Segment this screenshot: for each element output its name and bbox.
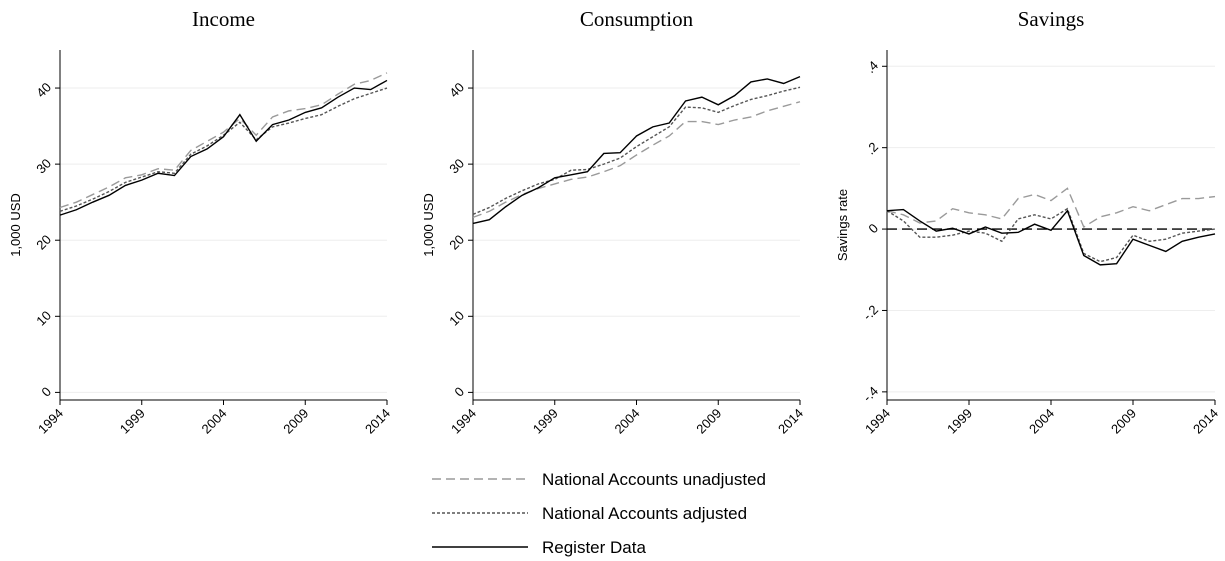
x-tick-label: 1994 [448, 406, 479, 437]
x-tick-label: 1994 [35, 406, 66, 437]
legend-label: National Accounts unadjusted [542, 470, 766, 489]
x-tick-label: 2004 [199, 406, 230, 437]
y-tick-label: 0 [38, 384, 54, 400]
series-line [59, 79, 388, 216]
x-tick-label: 2009 [693, 406, 724, 437]
x-tick-label: 2004 [1026, 406, 1057, 437]
series-line [886, 207, 1216, 263]
legend-label: Register Data [542, 538, 646, 557]
y-axis-label: 1,000 USD [421, 193, 436, 257]
x-tick-label: 2014 [362, 406, 393, 437]
chart-title: Consumption [580, 7, 694, 31]
y-tick-label: .2 [863, 139, 881, 157]
series-line [886, 208, 1216, 266]
y-tick-label: 30 [446, 156, 467, 177]
x-tick-label: 1999 [530, 406, 561, 437]
chart-title: Savings [1018, 7, 1085, 31]
x-tick-label: 1999 [944, 406, 975, 437]
series-line [472, 75, 801, 225]
legend-label: National Accounts adjusted [542, 504, 747, 523]
chart-title: Income [192, 7, 255, 31]
y-tick-label: 0 [451, 384, 467, 400]
y-tick-label: 10 [446, 308, 467, 329]
y-tick-label: 20 [33, 232, 54, 253]
x-tick-label: 2009 [280, 406, 311, 437]
y-tick-label: -.2 [860, 302, 881, 323]
y-tick-label: 0 [865, 221, 881, 237]
series-line [886, 187, 1216, 229]
x-tick-label: 2004 [612, 406, 643, 437]
y-tick-label: 10 [33, 308, 54, 329]
series-line [59, 72, 388, 209]
x-tick-label: 2009 [1108, 406, 1139, 437]
y-tick-label: 30 [33, 156, 54, 177]
x-tick-label: 1999 [117, 406, 148, 437]
x-tick-label: 2014 [775, 406, 806, 437]
x-tick-label: 1994 [862, 406, 893, 437]
y-tick-label: 40 [33, 80, 54, 101]
y-tick-label: -.4 [860, 383, 881, 404]
y-axis-label: 1,000 USD [8, 193, 23, 257]
x-tick-label: 2014 [1190, 406, 1221, 437]
y-tick-label: .4 [863, 58, 881, 76]
y-axis-label: Savings rate [835, 189, 850, 261]
y-tick-label: 20 [446, 232, 467, 253]
y-tick-label: 40 [446, 80, 467, 101]
series-line [59, 87, 388, 212]
series-line [472, 101, 801, 219]
series-line [472, 86, 801, 215]
